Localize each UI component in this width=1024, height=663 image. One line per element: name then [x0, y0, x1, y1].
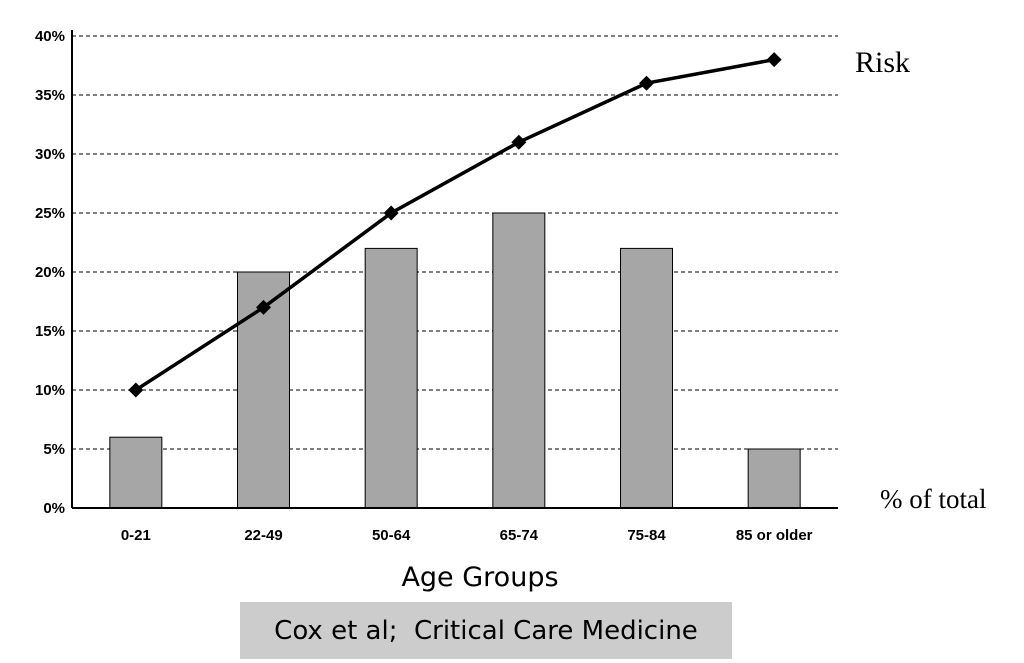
risk-line-path	[134, 57, 775, 392]
y-tick-label: 30%	[35, 146, 65, 163]
x-tick-label: 75-84	[627, 527, 666, 544]
y-tick-label: 15%	[35, 323, 65, 340]
y-tick-label: 20%	[35, 264, 65, 281]
x-tick-label: 0-21	[121, 527, 151, 544]
axes	[71, 30, 838, 509]
risk-marker	[511, 134, 527, 150]
risk-line	[128, 52, 782, 398]
bar	[492, 212, 546, 509]
x-tick-label: 65-74	[500, 527, 539, 544]
risk-marker	[639, 75, 654, 91]
bar	[620, 247, 673, 509]
bar	[747, 448, 801, 509]
risk-marker	[383, 205, 399, 221]
risk-label: Risk	[855, 46, 910, 79]
x-tick-label: 22-49	[244, 527, 282, 544]
risk-marker	[766, 52, 782, 68]
chart: 0% 5% 10% 15% 20% 25% 30% 35% 40% 0-21 22-49 50-64…	[35, 28, 987, 593]
percent-total-label: % of total	[880, 484, 986, 514]
bar	[364, 247, 418, 509]
y-tick-labels: 0% 5% 10% 15% 20% 25% 30% 35% 40%	[35, 28, 65, 517]
x-tick-label: 85 or older	[736, 527, 813, 544]
risk-marker	[256, 299, 271, 315]
x-axis-label: Age Groups	[401, 562, 558, 593]
y-tick-label: 25%	[35, 205, 65, 222]
citation-box: Cox et al; Critical Care Medicine	[240, 602, 732, 659]
y-tick-label: 35%	[35, 87, 65, 104]
y-tick-label: 5%	[43, 441, 65, 458]
y-tick-label: 40%	[35, 28, 65, 45]
x-tick-labels: 0-21 22-49 50-64 65-74 75-84 85 or older	[121, 527, 813, 544]
y-tick-label: 10%	[35, 382, 65, 399]
bar	[109, 436, 163, 509]
risk-marker	[128, 382, 144, 398]
y-tick-label: 0%	[43, 500, 65, 517]
bars	[109, 212, 801, 509]
gridlines	[72, 35, 838, 450]
citation-text: Cox et al; Critical Care Medicine	[274, 615, 698, 646]
x-tick-label: 50-64	[372, 527, 411, 544]
